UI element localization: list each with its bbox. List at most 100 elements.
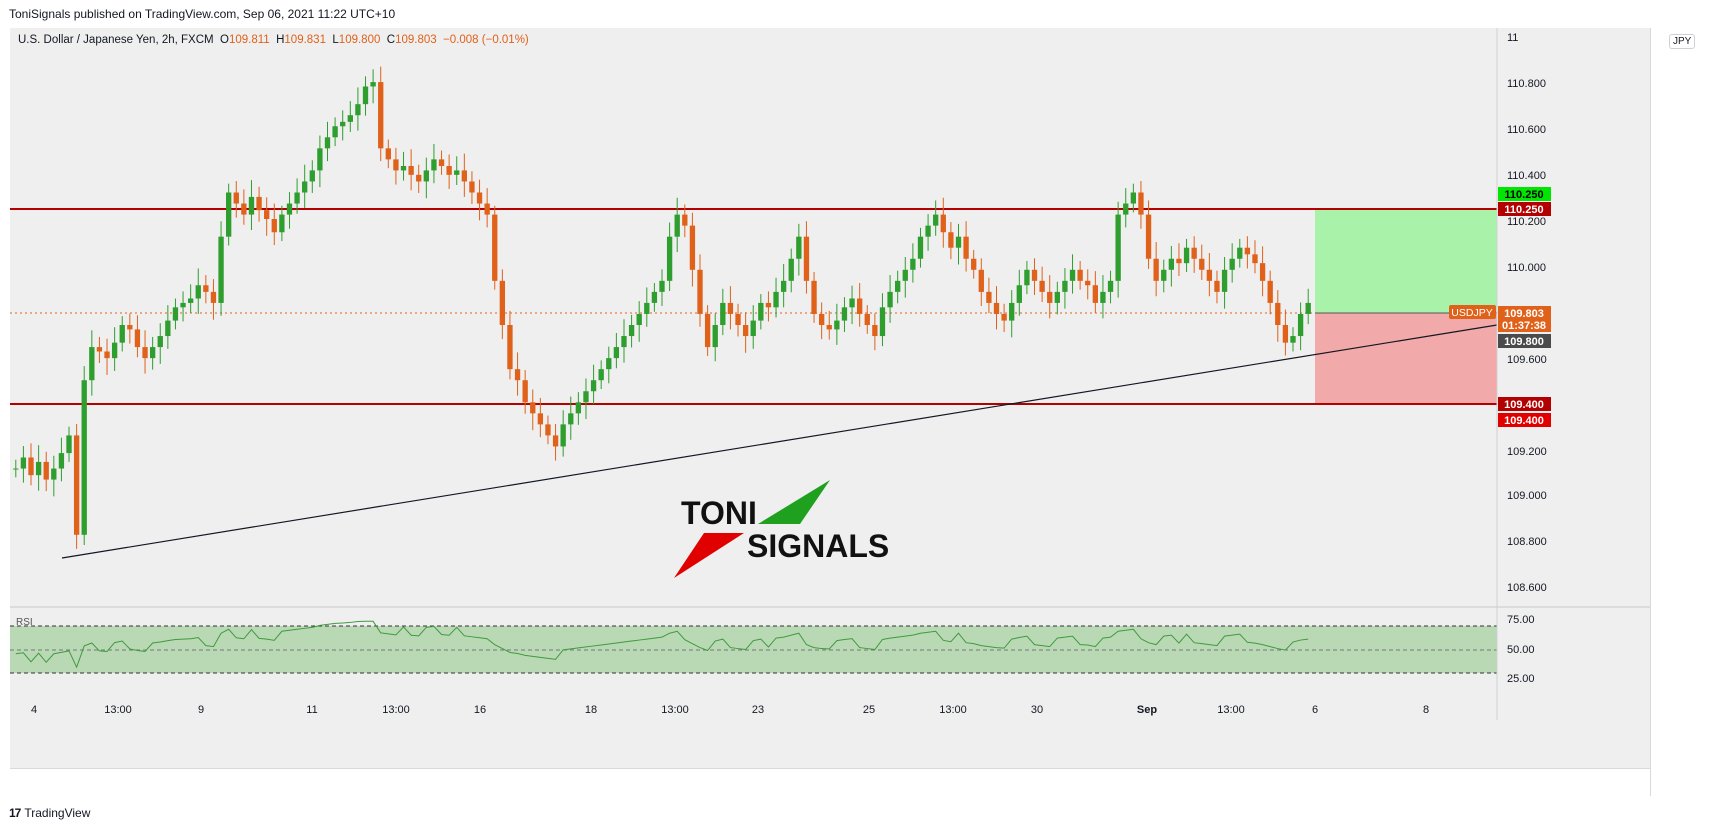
candle (66, 426, 72, 462)
symbol-legend[interactable]: U.S. Dollar / Japanese Yen, 2h, FXCM O10… (18, 34, 529, 46)
candle (666, 222, 673, 291)
candle (659, 269, 665, 307)
price-tick: 109.200 (1507, 446, 1547, 458)
high-value-group: H109.831 (273, 34, 326, 46)
low-label: L (332, 34, 339, 46)
candle (1237, 238, 1243, 268)
time-tick: 8 (1423, 704, 1429, 716)
candle (1176, 243, 1182, 276)
price-tick: 109.600 (1507, 354, 1547, 366)
candle (697, 254, 703, 327)
close-value: 109.803 (395, 34, 437, 46)
candle (416, 164, 422, 193)
candle (446, 154, 452, 189)
logo-green-arrow-shape (758, 480, 830, 524)
candle (978, 258, 984, 307)
candle (271, 203, 277, 246)
candle (1077, 260, 1083, 290)
published-text: ToniSignals published on TradingView.com… (9, 7, 396, 21)
close-value-group: C109.803 (384, 34, 437, 46)
candle (507, 310, 513, 380)
candle (796, 223, 802, 276)
candle (393, 147, 399, 185)
candle (993, 286, 1000, 330)
rsi-tick: 75.00 (1507, 614, 1535, 626)
price-ticks: 110.800 110.600 110.400 110.200 110.000 109.6… (1507, 32, 1547, 594)
candle (423, 157, 429, 199)
trendline[interactable] (61, 324, 1498, 559)
price-tick-partial: 11 (1507, 32, 1518, 44)
support-price-label: 109.400 (1498, 397, 1551, 411)
candle (203, 275, 209, 304)
time-tick: 23 (752, 704, 764, 716)
candle (355, 87, 361, 131)
last-price-label: 109.803 (1498, 306, 1551, 320)
candle (765, 291, 772, 322)
candle (590, 364, 597, 405)
trendline-price-label: 109.800 (1498, 334, 1551, 348)
time-axis[interactable] (10, 768, 1650, 797)
rsi-tick: 25.00 (1507, 673, 1535, 685)
candle (651, 283, 658, 312)
candle (963, 221, 969, 272)
rsi-tick: 50.00 (1507, 644, 1535, 656)
candle (712, 313, 718, 362)
price-axis[interactable] (1650, 28, 1727, 796)
footer[interactable]: 17 TradingView (9, 806, 90, 820)
time-tick: 13:00 (104, 704, 132, 716)
candle (545, 415, 551, 445)
candle (872, 313, 878, 351)
candle (286, 192, 293, 229)
price-tick: 108.600 (1507, 582, 1547, 594)
publish-bar: ToniSignals published on TradingView.com… (0, 0, 1727, 24)
candle (157, 323, 163, 364)
candle (89, 330, 95, 396)
candle (13, 459, 19, 478)
time-tick: 30 (1031, 704, 1043, 716)
candle (385, 139, 391, 169)
candle (1153, 241, 1159, 297)
candle (1221, 256, 1228, 309)
price-tick: 109.000 (1507, 490, 1547, 502)
candle (317, 135, 323, 188)
candle (1290, 327, 1296, 352)
time-tick: 25 (863, 704, 875, 716)
candle (1168, 245, 1175, 287)
candle (735, 303, 741, 337)
candle (940, 197, 946, 248)
candle (218, 221, 224, 316)
candle (636, 301, 642, 342)
candle (362, 76, 369, 116)
candle (58, 437, 65, 482)
candle (621, 319, 627, 363)
candles-group (13, 66, 1311, 549)
logo-red-arrow-shape (674, 533, 744, 578)
candle (370, 69, 376, 104)
candle (834, 303, 840, 345)
candle (583, 378, 589, 420)
currency-badge[interactable]: JPY (1669, 34, 1696, 49)
candle (682, 204, 688, 238)
candle (1009, 290, 1015, 338)
candle (1214, 270, 1220, 304)
candle (598, 360, 604, 390)
candle (788, 248, 794, 293)
candle (986, 277, 992, 314)
time-tick: 16 (474, 704, 486, 716)
candle (484, 188, 490, 228)
candle (1229, 243, 1235, 283)
candle (1275, 290, 1281, 342)
time-tick: 13:00 (939, 704, 967, 716)
candle (35, 445, 42, 491)
candle (476, 179, 483, 221)
candle (1024, 260, 1030, 295)
candle (309, 160, 315, 193)
candle (461, 153, 467, 197)
profit-zone (1315, 209, 1497, 313)
candle (324, 121, 331, 162)
candle (43, 451, 49, 492)
price-tick: 110.200 (1507, 216, 1546, 228)
target-price-label: 110.250 (1498, 187, 1551, 201)
